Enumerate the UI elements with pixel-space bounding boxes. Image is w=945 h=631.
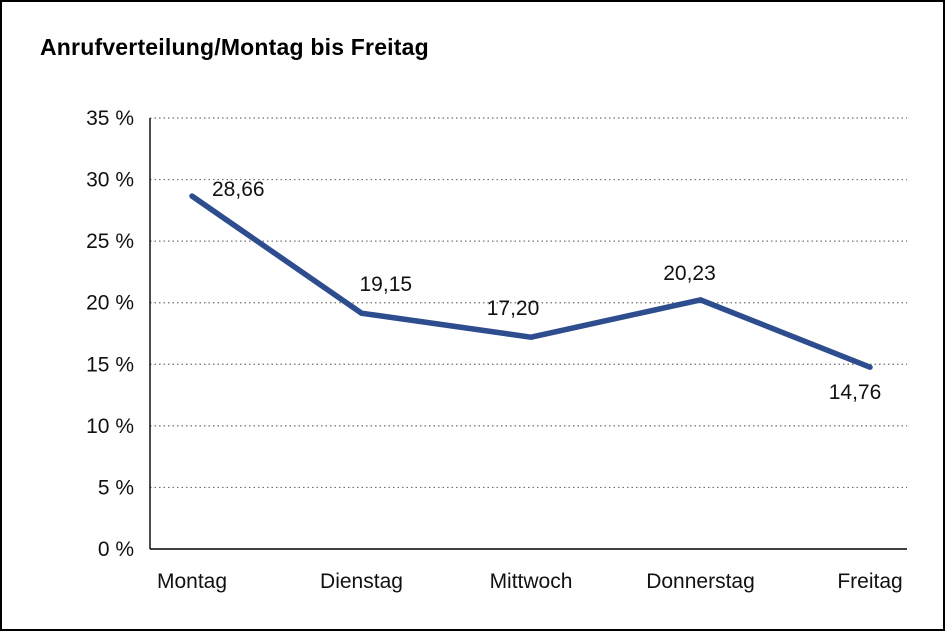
data-point-label: 28,66 [212,178,265,201]
x-axis-category-label: Donnerstag [646,570,755,593]
data-point-label: 17,20 [487,297,540,320]
y-axis-tick-label: 0 % [98,538,134,561]
data-point-label: 14,76 [829,381,882,404]
y-axis-tick-label: 15 % [86,353,134,376]
x-axis-category-label: Dienstag [320,570,403,593]
y-axis-tick-label: 30 % [86,169,134,192]
x-axis-category-label: Freitag [837,570,902,593]
data-point-label: 20,23 [663,262,716,285]
y-axis-tick-label: 20 % [86,292,134,315]
series-line [189,193,873,370]
y-axis-tick-label: 5 % [98,476,134,499]
data-point-label: 19,15 [360,273,413,296]
y-axis-tick-label: 10 % [86,415,134,438]
y-axis-tick-label: 25 % [86,230,134,253]
y-axis-tick-label: 35 % [86,107,134,130]
chart-title: Anrufverteilung/Montag bis Freitag [40,34,429,60]
x-axis-category-label: Montag [157,570,227,593]
x-axis-category-label: Mittwoch [490,570,573,593]
